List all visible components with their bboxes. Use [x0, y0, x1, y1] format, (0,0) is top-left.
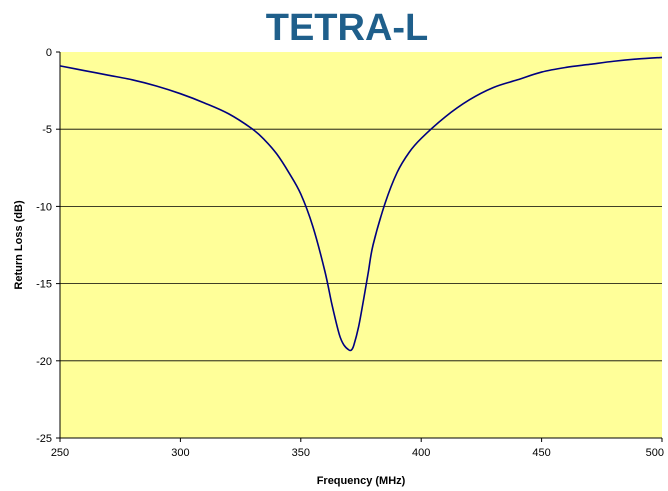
plot-area — [60, 52, 662, 438]
axes — [56, 51, 663, 442]
x-tick-label: 300 — [171, 447, 189, 459]
y-tick-label: -20 — [36, 356, 52, 368]
gridlines — [60, 128, 662, 362]
series-layer — [59, 56, 663, 352]
y-tick-label: -25 — [36, 433, 52, 445]
x-tick-label: 500 — [646, 447, 664, 459]
x-tick-label: 350 — [292, 447, 310, 459]
chart-title: TETRA-L — [266, 7, 429, 49]
x-tick-label: 400 — [412, 447, 430, 459]
y-axis-label: Return Loss (dB) — [13, 200, 25, 290]
return-loss-series-line — [59, 56, 663, 352]
y-tick-label: -10 — [36, 201, 52, 213]
y-tick-label: -15 — [36, 279, 52, 291]
y-tick-label: -5 — [42, 124, 52, 136]
x-axis-label: Frequency (MHz) — [317, 475, 406, 487]
tick-labels: 0 -5 -10 -15 -20 -25 250 300 350 400 450 500 — [36, 47, 664, 459]
x-tick-label: 450 — [532, 447, 550, 459]
y-tick-label: 0 — [46, 47, 52, 59]
x-tick-label: 250 — [51, 447, 69, 459]
